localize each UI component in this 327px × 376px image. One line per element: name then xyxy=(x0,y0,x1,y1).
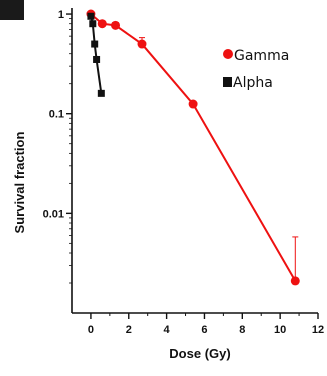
legend: Gamma Alpha xyxy=(223,48,289,91)
data-point-gamma xyxy=(188,99,198,109)
legend-label-gamma: Gamma xyxy=(234,48,289,64)
x-tick-label: 12 xyxy=(312,324,324,336)
data-point-alpha xyxy=(91,40,99,48)
data-point-gamma xyxy=(97,19,107,29)
data-point-gamma xyxy=(290,276,300,286)
legend-label-alpha: Alpha xyxy=(233,75,273,91)
axes xyxy=(71,8,318,314)
y-axis-title: Survival fraction xyxy=(12,132,27,234)
x-tick-label: 4 xyxy=(164,324,171,336)
data-point-alpha xyxy=(97,89,105,97)
y-tick-label: 0.1 xyxy=(49,109,64,121)
x-tick-label: 6 xyxy=(201,324,207,336)
data-point-alpha xyxy=(87,12,95,20)
x-tick-label: 0 xyxy=(88,324,94,336)
series-line-alpha xyxy=(89,16,103,94)
data-point-alpha xyxy=(93,55,101,63)
corner-artifact xyxy=(0,0,24,20)
x-ticks: 0 2 4 6 8 10 12 xyxy=(88,313,324,336)
y-tick-label: 0.01 xyxy=(43,208,64,220)
data-point-gamma xyxy=(137,39,147,49)
y-ticks: 1 0.1 0.01 xyxy=(43,9,72,284)
x-tick-label: 10 xyxy=(274,324,286,336)
data-point-gamma xyxy=(111,20,121,30)
y-tick-label: 1 xyxy=(58,9,64,21)
x-tick-label: 8 xyxy=(239,324,245,336)
series-gamma xyxy=(86,9,300,286)
x-tick-label: 2 xyxy=(126,324,132,336)
legend-marker-alpha xyxy=(223,77,232,87)
series-layer xyxy=(86,9,300,286)
x-axis-title: Dose (Gy) xyxy=(169,346,230,361)
legend-marker-gamma xyxy=(223,49,233,59)
data-point-alpha xyxy=(89,20,97,28)
series-alpha xyxy=(87,12,105,97)
